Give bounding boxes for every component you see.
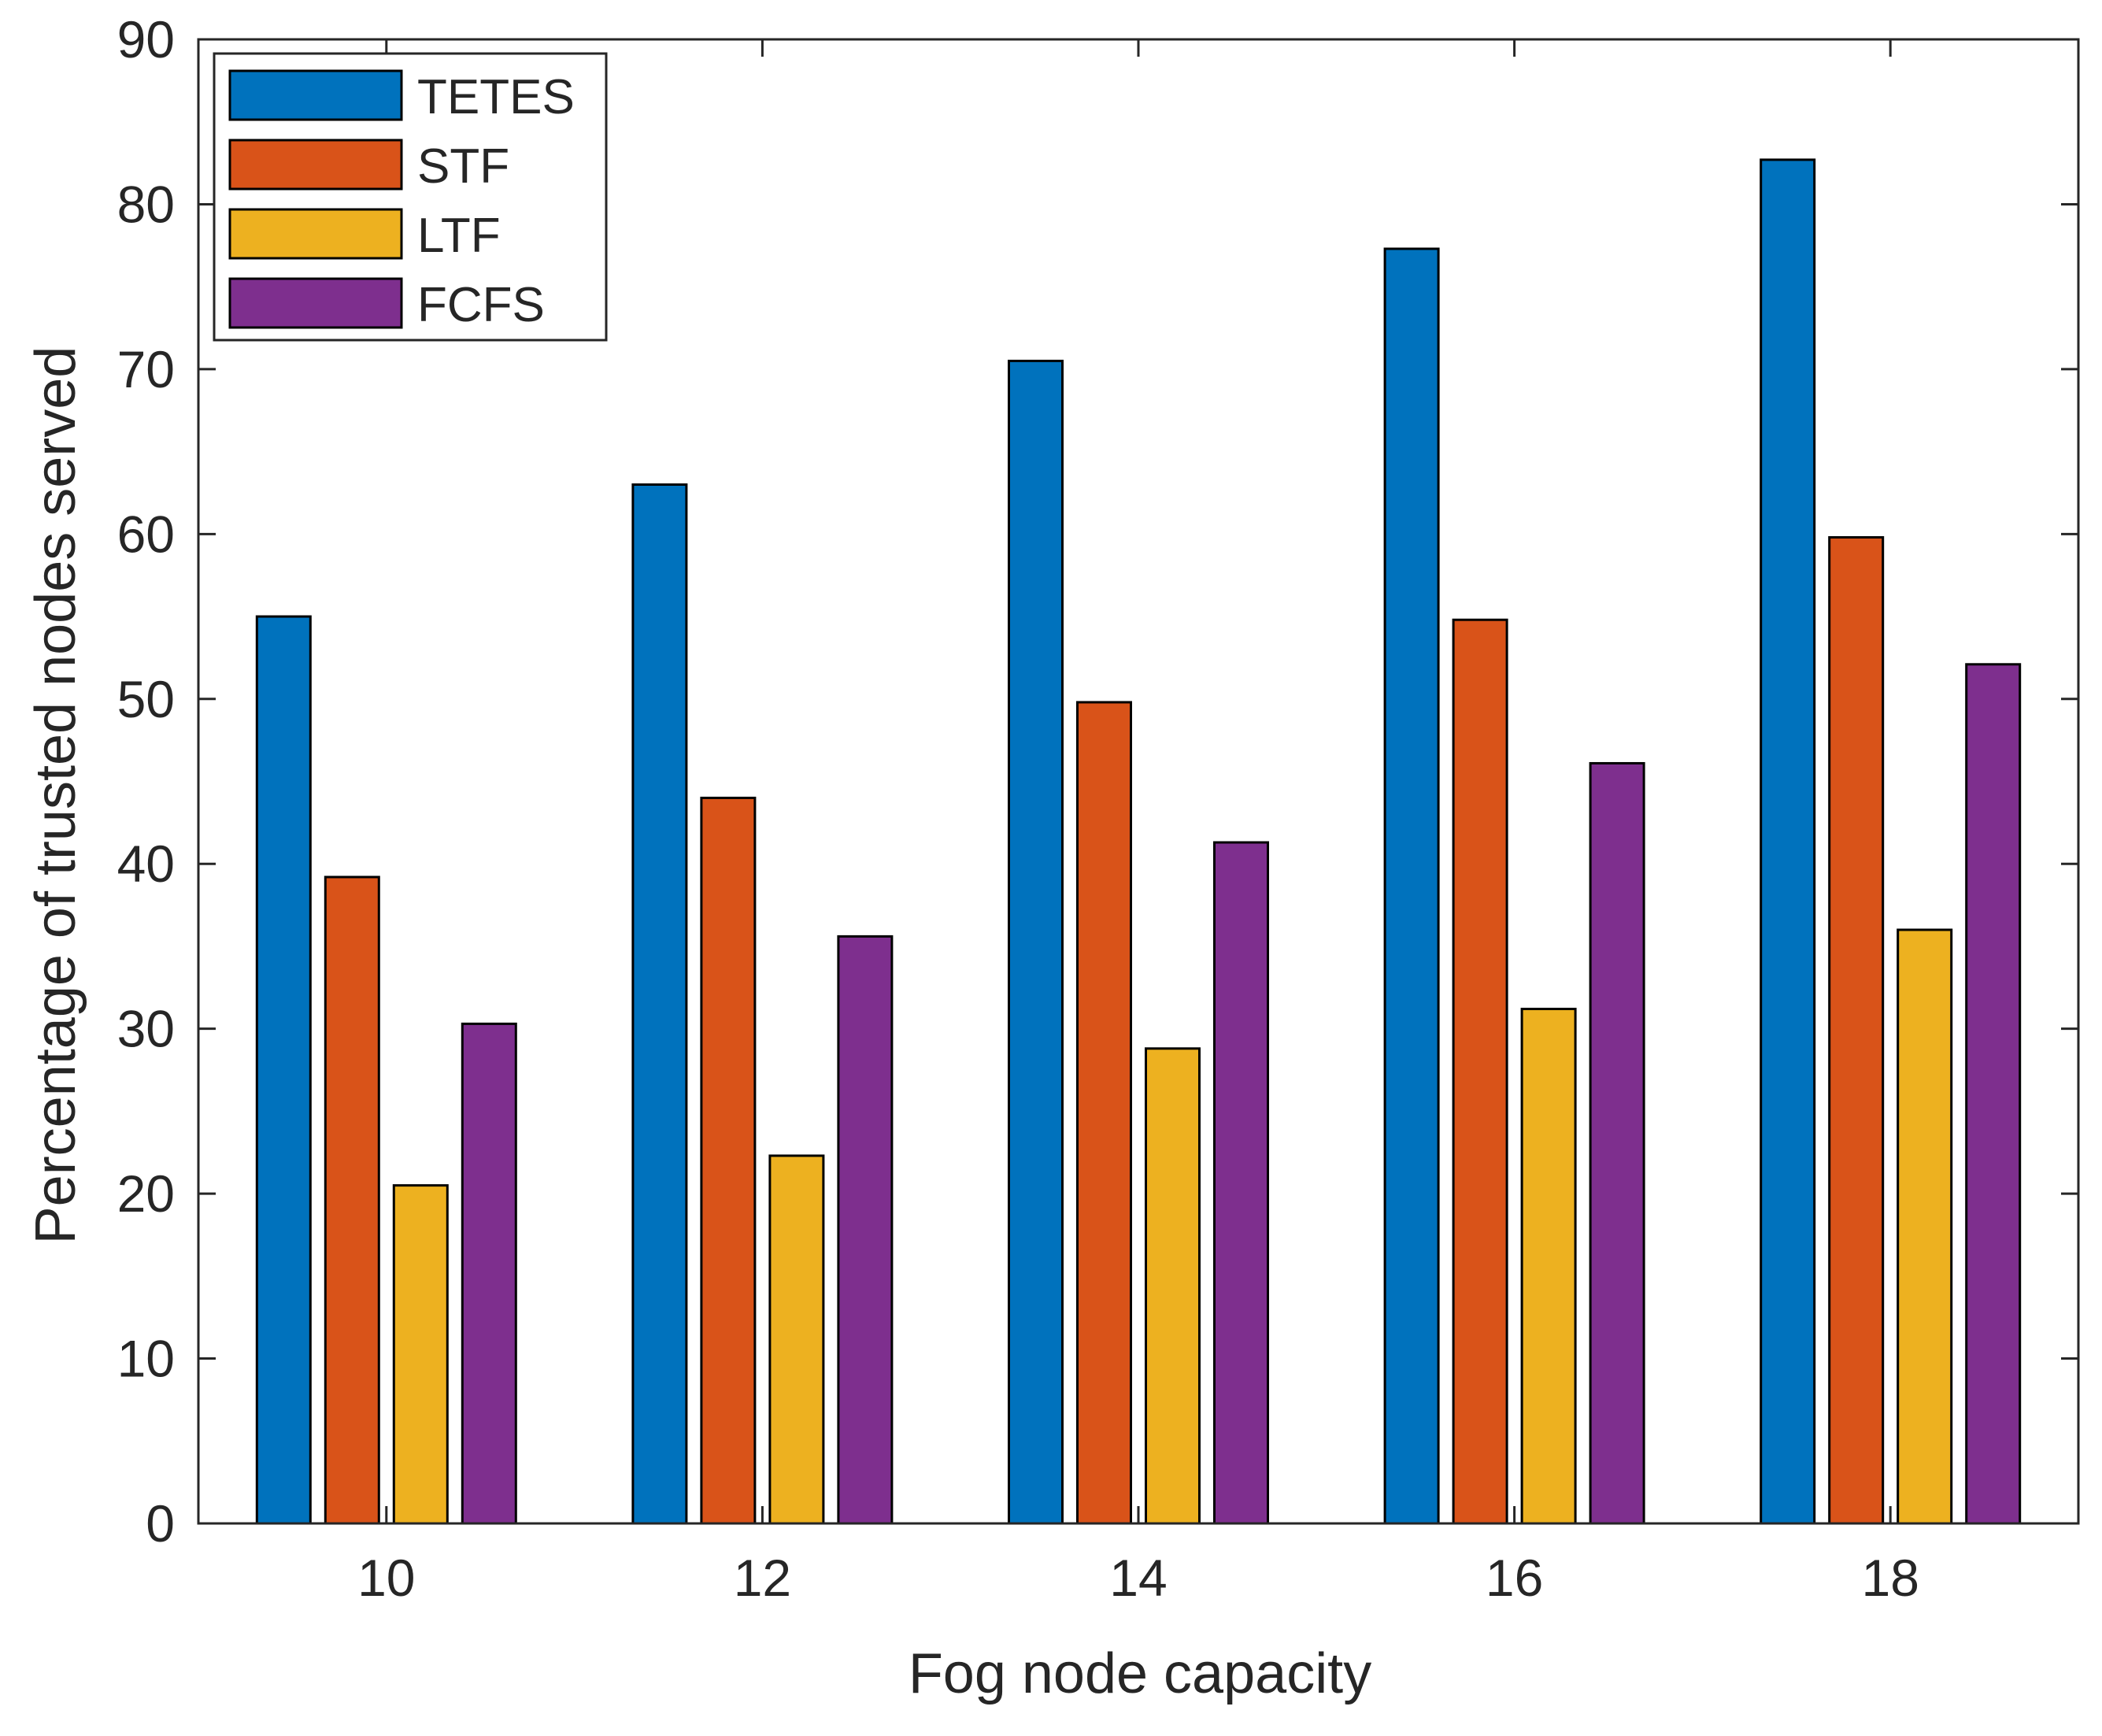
- legend-swatch-tetes: [228, 69, 403, 121]
- y-tick-label: 10: [117, 1330, 175, 1388]
- x-tick-label: 16: [1486, 1549, 1543, 1607]
- bar-tetes-12: [631, 483, 688, 1525]
- x-tick-label: 18: [1861, 1549, 1919, 1607]
- y-tick-label: 50: [117, 670, 175, 728]
- bar-tetes-18: [1760, 158, 1816, 1525]
- bar-stf-18: [1828, 536, 1885, 1525]
- bar-stf-10: [324, 875, 380, 1525]
- legend: TETES STF LTF FCFS: [213, 52, 608, 342]
- x-tick-label: 10: [357, 1549, 415, 1607]
- legend-label-ltf: LTF: [417, 209, 501, 263]
- legend-swatch-fcfs: [228, 277, 403, 329]
- bar-stf-14: [1076, 701, 1132, 1525]
- bar-fcfs-12: [837, 935, 894, 1525]
- y-tick-label: 80: [117, 175, 175, 233]
- y-tick-label: 30: [117, 1000, 175, 1058]
- x-tick-label: 12: [734, 1549, 791, 1607]
- bar-stf-12: [700, 796, 757, 1525]
- bar-ltf-10: [392, 1184, 449, 1525]
- bar-ltf-12: [768, 1154, 825, 1525]
- legend-swatch-stf: [228, 139, 403, 191]
- x-axis-label: Fog node capacity: [909, 1642, 1371, 1705]
- bar-stf-16: [1452, 618, 1508, 1525]
- bar-fcfs-14: [1213, 841, 1269, 1525]
- y-tick-label: 40: [117, 835, 175, 893]
- legend-label-fcfs: FCFS: [417, 278, 545, 332]
- x-tick-label: 14: [1109, 1549, 1167, 1607]
- y-tick-label: 70: [117, 340, 175, 398]
- y-tick-label: 20: [117, 1164, 175, 1223]
- axes-layer: 0 10 20 30 40 50 60 70 80 90 10 12 14 16 18: [117, 10, 2080, 1607]
- y-tick-label: 60: [117, 505, 175, 563]
- bar-tetes-10: [255, 615, 312, 1525]
- y-tick-label: 0: [146, 1494, 175, 1553]
- bar-ltf-18: [1897, 928, 1953, 1525]
- bars-layer: [255, 158, 2022, 1525]
- legend-label-stf: STF: [417, 139, 509, 194]
- legend-swatch-ltf: [228, 208, 403, 260]
- bar-fcfs-18: [1965, 663, 2022, 1525]
- bar-tetes-16: [1383, 247, 1440, 1525]
- bar-tetes-14: [1008, 359, 1064, 1525]
- legend-label-tetes: TETES: [417, 70, 575, 124]
- bar-fcfs-16: [1589, 761, 1645, 1525]
- bar-ltf-14: [1145, 1047, 1201, 1525]
- bar-ltf-16: [1520, 1008, 1577, 1525]
- y-axis-label: Percentage of trusted nodes served: [24, 346, 87, 1245]
- y-tick-label: 90: [117, 10, 175, 68]
- bar-fcfs-10: [461, 1022, 517, 1525]
